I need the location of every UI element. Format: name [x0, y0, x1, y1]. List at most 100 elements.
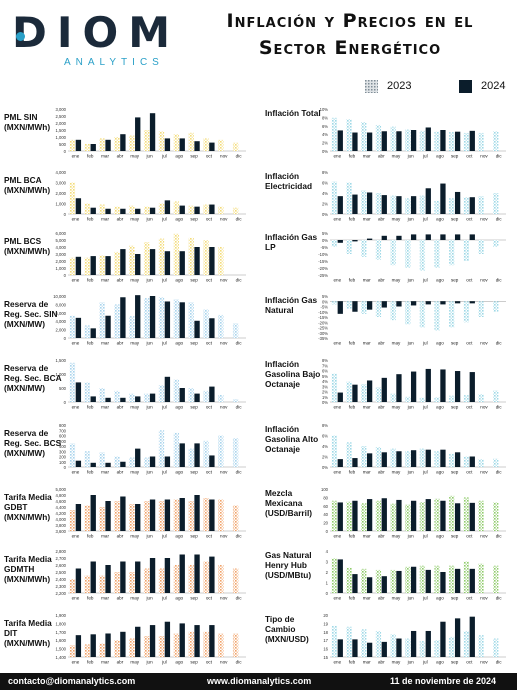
legend-label-2023: 2023 [387, 80, 412, 92]
bar-2023 [478, 301, 484, 317]
bar-2023 [114, 206, 120, 214]
bar-2023 [99, 255, 105, 275]
tick-label: 6,000 [56, 231, 67, 236]
month-label: ago [175, 596, 183, 601]
bar-2023 [114, 456, 120, 467]
month-label: oct [206, 217, 213, 222]
panel-label-line: Tarifa Media [4, 492, 52, 502]
bar-2024 [337, 502, 343, 531]
bar-2024 [179, 138, 185, 151]
bar-2023 [84, 203, 90, 214]
bar-2024 [105, 208, 111, 214]
bar-2023 [158, 501, 165, 531]
bar-2023 [361, 240, 367, 257]
bar-2023 [478, 563, 484, 593]
bar-2023 [405, 451, 411, 467]
month-label: dic [236, 470, 243, 475]
bar-2023 [218, 314, 224, 338]
month-label: sep [451, 217, 459, 222]
month-label: dic [236, 341, 243, 346]
tick-label: 5% [322, 294, 328, 299]
bar-2023 [463, 497, 470, 531]
bar-2024 [425, 234, 431, 240]
bar-2023 [69, 182, 76, 214]
panel-label-line: (MXN/MWh) [4, 122, 51, 132]
month-label: feb [87, 341, 94, 346]
bar-2024 [105, 501, 111, 531]
bar-2023 [361, 301, 367, 314]
tick-label: 1,500 [56, 128, 67, 133]
month-label: ene [333, 278, 341, 283]
tick-label: 1,000 [56, 202, 67, 207]
bar-2023 [346, 381, 352, 402]
bar-2024 [352, 132, 358, 151]
bar-2024 [396, 499, 402, 531]
tick-label: -15% [318, 315, 328, 320]
bar-2023 [129, 504, 135, 531]
bar-2024 [135, 254, 141, 275]
tick-label: 8% [322, 358, 328, 363]
bar-2023 [419, 240, 426, 271]
bar-2023 [434, 200, 440, 214]
panel-label-line: (MXN/MWh) [4, 574, 51, 584]
bar-2023 [346, 301, 352, 309]
bar-2023 [390, 569, 396, 593]
bar-2024 [366, 238, 373, 240]
month-label: abr [117, 217, 124, 222]
tick-label: 500 [59, 439, 67, 444]
bar-2023 [390, 448, 396, 467]
bar-2024 [381, 195, 387, 214]
tick-label: 4% [322, 444, 328, 449]
bar-2024 [469, 568, 475, 593]
tick-label: 60 [323, 504, 328, 509]
bar-2024 [179, 205, 185, 214]
bar-2024 [120, 208, 126, 214]
bar-2024 [454, 503, 461, 531]
bar-2024 [425, 499, 431, 531]
bar-2024 [410, 234, 417, 240]
bar-2023 [232, 633, 239, 657]
month-label: sep [190, 534, 198, 539]
bar-2024 [381, 131, 387, 151]
title-line-1: Inflación y Precios en el [226, 10, 474, 32]
month-label: nov [480, 217, 488, 222]
month-label: nov [480, 154, 488, 159]
chart-infl_gasolina_bajo: 0%1%2%3%4%5%6%7%8% ene feb mar abr may jun jul a… [322, 358, 506, 410]
bar-2024 [454, 131, 461, 151]
chart-pml_bcs: 0 1,000 2,000 3,000 4,000 5,000 6,000 ene feb mar… [56, 231, 246, 283]
month-label: oct [206, 660, 213, 665]
bar-2023 [463, 240, 470, 261]
footer-web[interactable]: www.diomanalytics.com [207, 676, 312, 686]
footer-email[interactable]: contacto@diomanalytics.com [8, 676, 136, 686]
month-label: abr [117, 596, 124, 601]
bar-2023 [218, 139, 224, 151]
tick-label: 8% [322, 170, 328, 175]
bar-2023 [84, 644, 90, 657]
tick-label: 0 [326, 591, 329, 596]
bar-2023 [331, 435, 338, 467]
bar-2023 [390, 634, 396, 657]
tick-label: 0 [326, 529, 329, 534]
bar-2024 [75, 139, 82, 151]
month-label: feb [349, 341, 356, 346]
month-label: dic [496, 470, 503, 475]
bar-2023 [143, 130, 150, 151]
month-label: dic [236, 278, 243, 283]
bar-2023 [375, 447, 382, 467]
bar-2024 [135, 295, 141, 338]
bar-2024 [179, 554, 185, 593]
tick-label: 4,000 [56, 170, 67, 175]
bar-2023 [188, 565, 194, 593]
month-label: feb [87, 470, 94, 475]
tick-label: -25% [318, 326, 328, 331]
tick-label: 0 [64, 336, 67, 341]
month-label: mar [101, 278, 109, 283]
month-label: ago [436, 405, 444, 410]
month-label: mar [101, 534, 109, 539]
bar-2024 [164, 301, 171, 338]
bar-2024 [194, 320, 200, 338]
tick-label: 7% [322, 363, 328, 368]
tick-label: 0% [322, 238, 328, 243]
month-label: may [392, 660, 401, 665]
